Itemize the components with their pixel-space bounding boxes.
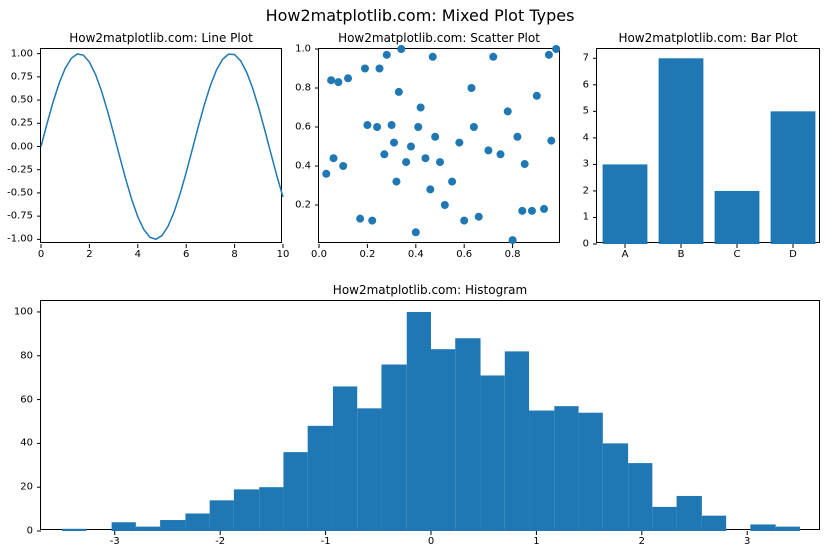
figure: How2matplotlib.com: Mixed Plot Types How… xyxy=(0,0,840,560)
tick-label: 100 xyxy=(0,306,33,317)
line-plot-svg xyxy=(41,49,283,244)
tick-label: -1.00 xyxy=(0,234,33,245)
bar-plot-title: How2matplotlib.com: Bar Plot xyxy=(597,31,819,45)
tick-label: D xyxy=(789,249,797,260)
tick-label: 1.00 xyxy=(0,48,33,59)
tick-label: 0.4 xyxy=(408,249,424,260)
tick-label: -0.75 xyxy=(0,211,33,222)
tick-label: -0.50 xyxy=(0,187,33,198)
tick-label: 1 xyxy=(533,536,539,547)
tick-label: 0.8 xyxy=(505,249,521,260)
tick-label: 0.8 xyxy=(271,83,311,94)
tick-label: 60 xyxy=(0,394,33,405)
tick-label: C xyxy=(734,249,741,260)
tick-label: -1 xyxy=(321,536,331,547)
tick-label: 8 xyxy=(231,249,237,260)
tick-label: 0.6 xyxy=(271,122,311,133)
figure-suptitle: How2matplotlib.com: Mixed Plot Types xyxy=(0,6,840,25)
tick-label: 4 xyxy=(135,249,141,260)
tick-label: -2 xyxy=(215,536,225,547)
tick-label: 0 xyxy=(0,526,33,537)
tick-label: 2 xyxy=(549,185,589,196)
tick-label: 20 xyxy=(0,482,33,493)
tick-label: 2 xyxy=(86,249,92,260)
tick-label: 0.25 xyxy=(0,118,33,129)
scatter-plot-title: How2matplotlib.com: Scatter Plot xyxy=(319,31,559,45)
tick-label: 40 xyxy=(0,438,33,449)
tick-label: 1.0 xyxy=(271,44,311,55)
tick-label: 4 xyxy=(549,132,589,143)
tick-label: 10 xyxy=(277,249,290,260)
tick-label: 3 xyxy=(549,159,589,170)
bar-plot-panel: How2matplotlib.com: Bar Plot ABCD0123456… xyxy=(596,48,820,243)
tick-label: B xyxy=(678,249,685,260)
tick-label: 3 xyxy=(744,536,750,547)
tick-label: 0.4 xyxy=(271,161,311,172)
histogram-svg xyxy=(41,301,821,531)
tick-label: 80 xyxy=(0,350,33,361)
tick-label: 5 xyxy=(549,106,589,117)
tick-label: 0.50 xyxy=(0,95,33,106)
tick-label: 0 xyxy=(549,239,589,250)
tick-label: 0.6 xyxy=(456,249,472,260)
tick-label: -0.25 xyxy=(0,164,33,175)
tick-label: 0.2 xyxy=(359,249,375,260)
tick-label: 7 xyxy=(549,53,589,64)
tick-label: 2 xyxy=(639,536,645,547)
tick-label: 6 xyxy=(549,79,589,90)
histogram-title: How2matplotlib.com: Histogram xyxy=(41,283,819,297)
line-plot-title: How2matplotlib.com: Line Plot xyxy=(41,31,281,45)
tick-label: 0.75 xyxy=(0,71,33,82)
histogram-panel: How2matplotlib.com: Histogram -3-2-10123… xyxy=(40,300,820,530)
tick-label: 0.00 xyxy=(0,141,33,152)
tick-label: 0.0 xyxy=(311,249,327,260)
scatter-plot-panel: How2matplotlib.com: Scatter Plot 0.00.20… xyxy=(318,48,560,243)
tick-label: -3 xyxy=(110,536,120,547)
tick-label: 0.2 xyxy=(271,200,311,211)
tick-label: 6 xyxy=(183,249,189,260)
tick-label: A xyxy=(622,249,629,260)
tick-label: 0 xyxy=(428,536,434,547)
bar-plot-svg xyxy=(597,49,821,244)
line-plot-panel: How2matplotlib.com: Line Plot 0246810-1.… xyxy=(40,48,282,243)
tick-label: 1 xyxy=(549,212,589,223)
tick-label: 0 xyxy=(38,249,44,260)
scatter-plot-svg xyxy=(319,49,561,244)
